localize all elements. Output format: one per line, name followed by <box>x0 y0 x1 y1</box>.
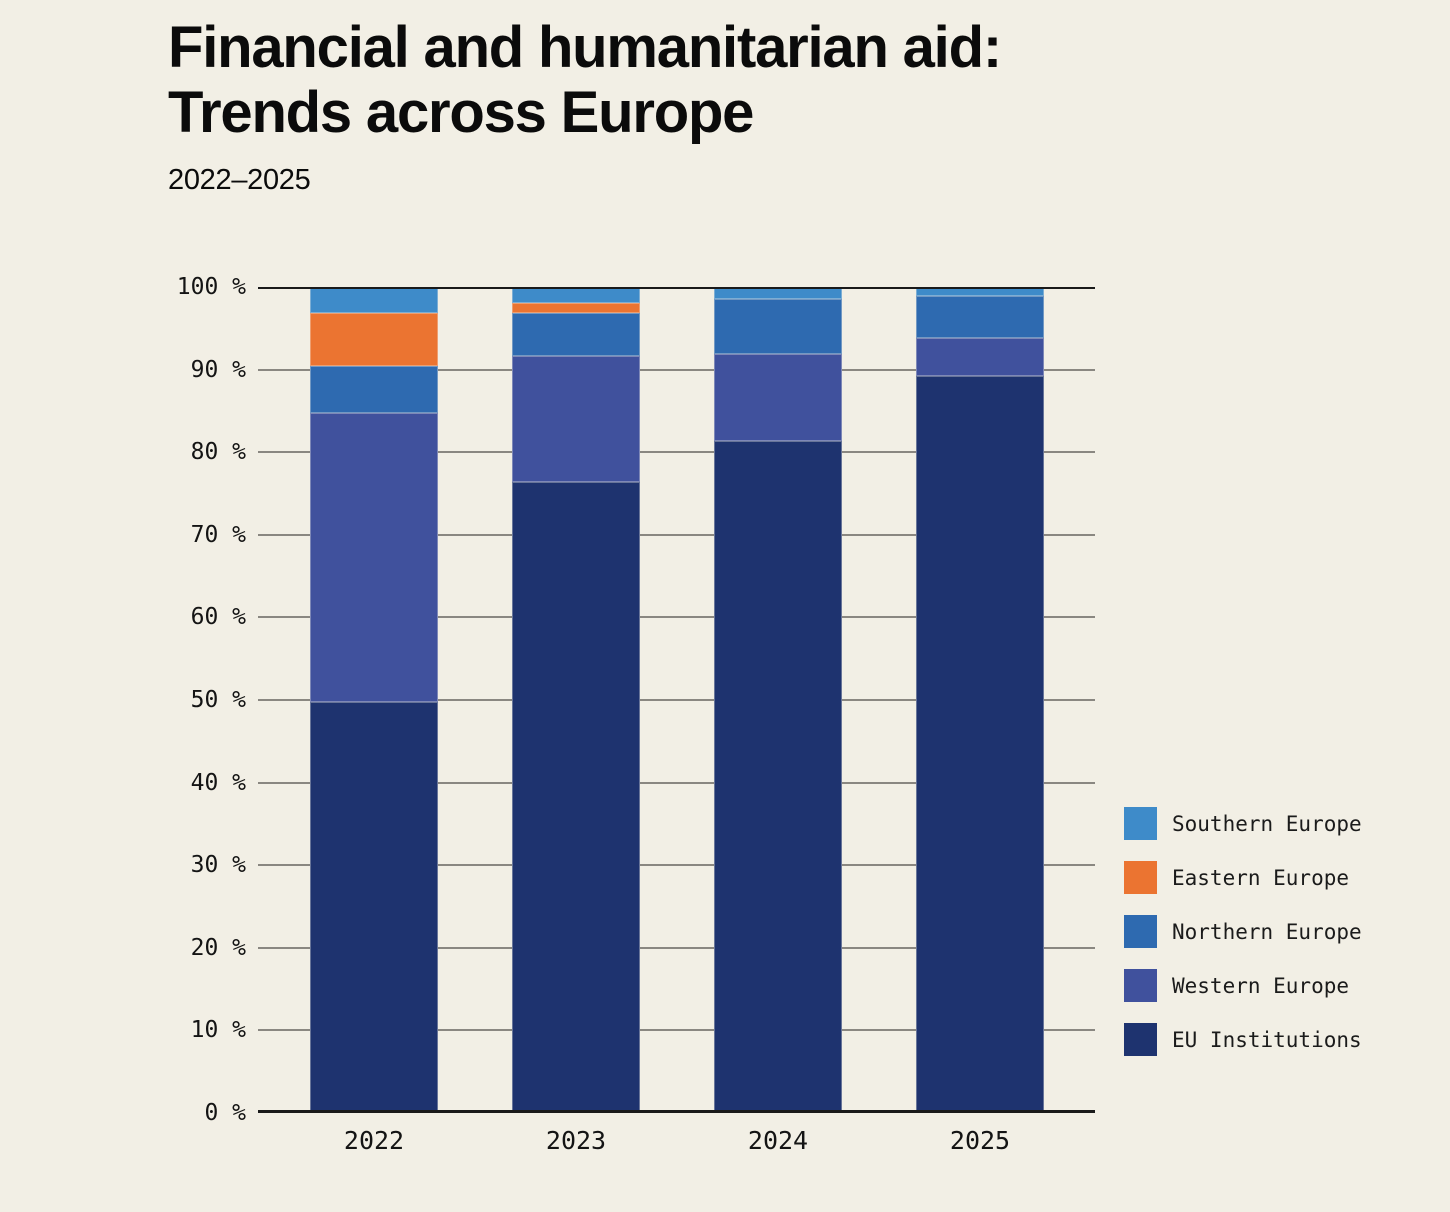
bar-segment-eu-institutions-2025 <box>916 376 1044 1113</box>
y-tick-label-0: 0 % <box>204 1100 246 1126</box>
bar-segment-southern-europe-2023 <box>512 287 640 303</box>
y-axis: 0 % 10 % 20 % 30 % 40 % 50 % 60 % 70 % 80 % 90 % 1… <box>140 274 246 1126</box>
legend-item-eu-institutions: EU Institutions <box>1124 1023 1362 1056</box>
y-tick-label-70: 70 % <box>190 521 246 548</box>
bar-segment-northern-europe-2022 <box>310 366 438 414</box>
legend-swatch-western-europe <box>1124 969 1157 1002</box>
y-tick-label-100: 100 % <box>176 274 246 300</box>
bar-2023 <box>512 287 640 1113</box>
y-tick-label-80: 80 % <box>190 439 246 466</box>
gridline-40 <box>258 781 1095 784</box>
bar-segment-northern-europe-2024 <box>714 299 842 354</box>
gridline-70 <box>258 533 1095 536</box>
bar-segment-northern-europe-2025 <box>916 296 1044 339</box>
legend-swatch-eastern-europe <box>1124 861 1157 894</box>
gridline-30 <box>258 864 1095 867</box>
bar-segment-northern-europe-2023 <box>512 312 640 356</box>
x-tick-label-2023: 2023 <box>545 1126 607 1155</box>
y-tick-label-20: 20 % <box>190 934 246 961</box>
bar-segment-western-europe-2025 <box>916 338 1044 377</box>
legend-item-eastern-europe: Eastern Europe <box>1124 861 1362 894</box>
gridline-100 <box>258 287 1095 289</box>
y-tick-label-10: 10 % <box>190 1017 246 1044</box>
y-tick-label-60: 60 % <box>190 604 246 631</box>
x-axis: 2022 2023 2024 2025 <box>258 1126 1095 1166</box>
bar-segment-eu-institutions-2024 <box>714 441 842 1113</box>
bar-2024 <box>714 287 842 1113</box>
gridline-60 <box>258 616 1095 619</box>
y-tick-label-90: 90 % <box>190 356 246 383</box>
plot-area <box>258 287 1095 1113</box>
chart-subtitle: 2022–2025 <box>168 163 311 196</box>
bar-segment-western-europe-2023 <box>512 355 640 482</box>
chart-header: Financial and humanitarian aid: Trends a… <box>168 15 1002 197</box>
bar-segment-western-europe-2024 <box>714 353 842 442</box>
legend-swatch-southern-europe <box>1124 807 1157 840</box>
legend-label-western-europe: Western Europe <box>1172 973 1350 998</box>
gridline-90 <box>258 368 1095 371</box>
y-tick-label-50: 50 % <box>190 687 246 713</box>
x-tick-label-2024: 2024 <box>747 1126 809 1155</box>
chart-title-line-1: Financial and humanitarian aid: <box>168 15 1002 80</box>
bar-segment-eu-institutions-2022 <box>310 702 438 1113</box>
chart-title-line-2: Trends across Europe <box>168 79 754 145</box>
y-tick-label-40: 40 % <box>190 769 246 796</box>
gridline-80 <box>258 451 1095 454</box>
legend: Southern Europe Eastern Europe Northern Eu… <box>1124 807 1362 1056</box>
bar-segment-eastern-europe-2023 <box>512 302 640 313</box>
bar-2022 <box>310 287 438 1113</box>
x-axis-line <box>258 1110 1095 1113</box>
legend-item-southern-europe: Southern Europe <box>1124 807 1362 840</box>
legend-label-southern-europe: Southern Europe <box>1172 811 1362 836</box>
bar-segment-eu-institutions-2023 <box>512 481 640 1113</box>
legend-item-northern-europe: Northern Europe <box>1124 915 1362 948</box>
gridline-10 <box>258 1029 1095 1032</box>
legend-item-western-europe: Western Europe <box>1124 969 1362 1002</box>
legend-label-eastern-europe: Eastern Europe <box>1172 865 1350 890</box>
bar-2025 <box>916 287 1044 1113</box>
gridline-20 <box>258 946 1095 949</box>
legend-label-northern-europe: Northern Europe <box>1172 919 1362 944</box>
bar-segment-southern-europe-2024 <box>714 287 842 300</box>
bar-segment-western-europe-2022 <box>310 413 438 703</box>
x-tick-label-2025: 2025 <box>949 1126 1011 1155</box>
bar-segment-southern-europe-2022 <box>310 287 438 313</box>
y-tick-label-30: 30 % <box>190 852 246 879</box>
legend-label-eu-institutions: EU Institutions <box>1172 1027 1362 1052</box>
bar-segment-southern-europe-2025 <box>916 287 1044 297</box>
legend-swatch-northern-europe <box>1124 915 1157 948</box>
legend-swatch-eu-institutions <box>1124 1023 1157 1056</box>
gridline-50 <box>258 699 1095 701</box>
bar-segment-eastern-europe-2022 <box>310 312 438 367</box>
x-tick-label-2022: 2022 <box>343 1126 405 1155</box>
